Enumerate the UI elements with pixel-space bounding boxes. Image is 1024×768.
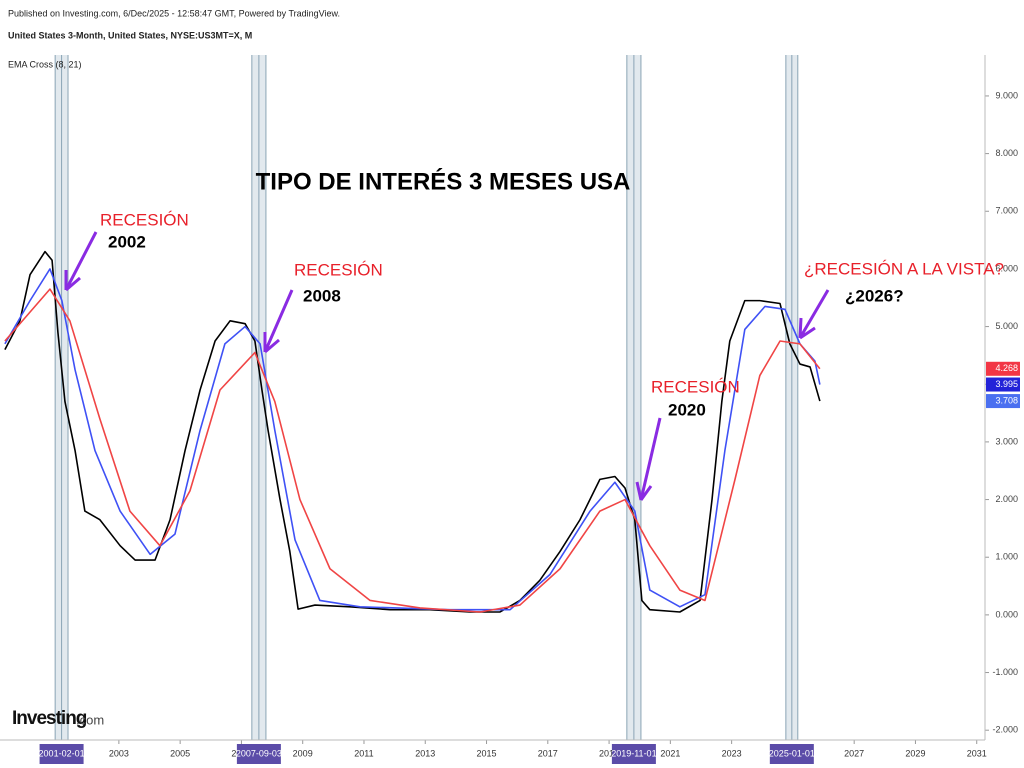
series-line — [4, 250, 821, 613]
logo-suffix: .com — [76, 712, 104, 727]
x-tick-label: 2013 — [415, 748, 435, 758]
arrow — [263, 289, 294, 354]
last-value-box — [986, 361, 1020, 376]
x-tick-label: 2023 — [722, 748, 742, 758]
x-tick-label: 2027 — [844, 748, 864, 758]
arrow — [635, 417, 662, 501]
x-tick-label: 2015 — [477, 748, 497, 758]
series-line — [4, 288, 821, 613]
y-tick-label: 9.000 — [995, 90, 1018, 100]
annotation: 2020 — [668, 400, 706, 419]
y-tick-label: 8.000 — [995, 148, 1018, 158]
date-label-box — [39, 744, 84, 764]
arrows — [64, 231, 830, 501]
chart-title: TIPO DE INTERÉS 3 MESES USA — [256, 167, 631, 195]
annotation: 2008 — [303, 286, 341, 305]
annotation: ¿RECESIÓN A LA VISTA? — [804, 259, 1004, 278]
series-line — [4, 268, 821, 611]
date-label-box — [236, 744, 281, 764]
annotation: ¿2026? — [845, 286, 904, 305]
arrow — [798, 289, 830, 340]
indicator-label: EMA Cross (8, 21) — [8, 59, 82, 69]
logo-brand: Investing — [12, 708, 87, 729]
arrow — [64, 231, 98, 292]
y-tick-label: 3.000 — [995, 436, 1018, 446]
symbol-info: United States 3-Month, United States, NY… — [8, 30, 252, 40]
x-tick-label: 2017 — [538, 748, 558, 758]
last-value-box — [986, 377, 1020, 392]
y-tick-label: 6.000 — [995, 263, 1018, 273]
x-tick-label: 2021 — [660, 748, 680, 758]
last-value-box — [986, 394, 1020, 409]
last-value-label: 3.708 — [995, 395, 1018, 405]
overlay: 2001-02-01 2007-09-03 2019-11-01 2025-01-01… — [39, 361, 1020, 764]
published-info: Published on Investing.com, 6/Dec/2025 -… — [8, 8, 340, 18]
y-tick-label: -1.000 — [992, 667, 1018, 677]
date-label-box — [611, 744, 656, 764]
date-label: 2019-11-01 — [611, 748, 656, 758]
annotation: RECESIÓN — [100, 210, 189, 229]
last-value-label: 3.995 — [995, 379, 1018, 389]
date-label: 2007-09-03 — [236, 748, 282, 758]
last-value-label: 4.268 — [995, 363, 1018, 373]
date-label: 2025-01-01 — [769, 748, 815, 758]
date-label: 2001-02-01 — [39, 748, 85, 758]
annotation: 2002 — [108, 232, 146, 251]
y-tick-label: -2.000 — [992, 725, 1018, 735]
annotation: RECESIÓN — [651, 377, 740, 396]
y-tick-label: 0.000 — [995, 609, 1018, 619]
plot-area: -2.000-1.0000.0001.0002.0003.0004.0005.0… — [4, 55, 1018, 758]
annotation: RECESIÓN — [294, 260, 383, 279]
x-tick-label: 2031 — [967, 748, 987, 758]
y-tick-label: 5.000 — [995, 321, 1018, 331]
x-tick-label: 2019 — [599, 748, 619, 758]
x-tick-label: 2029 — [905, 748, 925, 758]
x-tick-label: 2003 — [109, 748, 129, 758]
y-tick-label: 1.000 — [995, 552, 1018, 562]
y-tick-label: 7.000 — [995, 206, 1018, 216]
y-tick-label: 2.000 — [995, 494, 1018, 504]
date-label-box — [769, 744, 814, 764]
x-tick-label: 2009 — [293, 748, 313, 758]
x-tick-label: 2005 — [170, 748, 190, 758]
x-tick-label: 2011 — [354, 748, 373, 758]
